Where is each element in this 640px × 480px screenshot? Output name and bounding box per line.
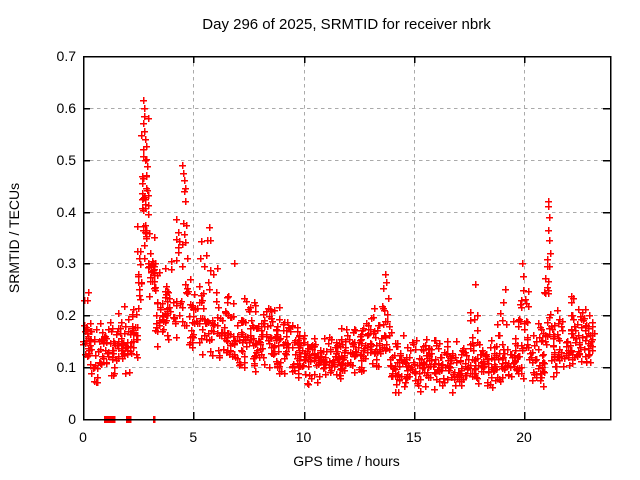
- x-axis-label: GPS time / hours: [293, 453, 400, 469]
- y-tick-label: 0.1: [56, 359, 76, 376]
- y-tick-label: 0.5: [56, 151, 76, 168]
- x-tick-label: 20: [516, 429, 532, 445]
- x-tick-label: 0: [79, 429, 87, 445]
- y-tick-label: 0.2: [56, 307, 76, 324]
- x-tick-label: 15: [405, 429, 422, 445]
- y-tick-label: 0.4: [56, 203, 76, 220]
- chart-title: Day 296 of 2025, SRMTID for receiver nbr…: [202, 16, 491, 33]
- y-tick-label: 0.6: [56, 99, 76, 116]
- plot-border: [82, 55, 612, 421]
- y-tick-label: 0.3: [56, 255, 76, 272]
- y-tick-label: 0: [68, 411, 76, 427]
- x-tick-label: 10: [295, 429, 312, 445]
- y-tick-label: 0.7: [56, 48, 76, 64]
- axis-ticks: [82, 55, 610, 421]
- x-tick-label: 5: [189, 429, 198, 445]
- data-points: [80, 97, 598, 423]
- grid-lines: [83, 56, 610, 419]
